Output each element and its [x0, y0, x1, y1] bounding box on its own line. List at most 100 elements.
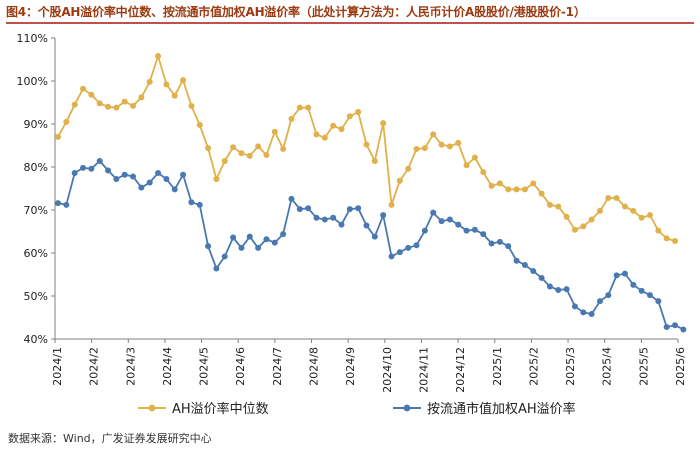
data-point-s1: [130, 102, 137, 109]
data-point-s1: [430, 131, 437, 138]
data-point-s1: [546, 201, 553, 208]
data-point-s1: [655, 227, 662, 234]
data-point-s2: [196, 201, 203, 208]
data-point-s2: [130, 173, 137, 180]
data-point-s2: [255, 244, 262, 251]
series-lines: [57, 55, 684, 331]
legend-label: 按流通市值加权AH溢价率: [427, 401, 576, 417]
y-tick-label: 110%: [17, 32, 48, 45]
data-point-s2: [488, 240, 495, 247]
data-point-s1: [455, 139, 462, 146]
data-point-s2: [80, 164, 87, 171]
data-point-s2: [380, 212, 387, 219]
data-point-s1: [146, 78, 153, 85]
data-point-s1: [121, 98, 128, 105]
data-point-s1: [580, 223, 587, 230]
data-point-s2: [221, 253, 228, 260]
data-point-s2: [480, 231, 487, 238]
y-tick-label: 100%: [17, 75, 48, 88]
data-point-s1: [230, 144, 237, 151]
data-point-s1: [355, 108, 362, 115]
data-point-s2: [330, 214, 337, 221]
data-point-s2: [588, 311, 595, 318]
data-point-s1: [346, 113, 353, 120]
data-point-s1: [321, 134, 328, 141]
data-point-s2: [596, 298, 603, 305]
x-tick-label: 2024/10: [381, 347, 394, 393]
x-tick-label: 2024/7: [271, 347, 284, 386]
data-point-s1: [171, 92, 178, 99]
data-point-s1: [221, 157, 228, 164]
data-point-s2: [121, 171, 128, 178]
data-point-s2: [555, 286, 562, 293]
data-point-s2: [471, 226, 478, 233]
data-point-s2: [563, 286, 570, 293]
data-point-s1: [571, 226, 578, 233]
y-tick-label: 60%: [24, 247, 48, 260]
y-axis-ticks: 40% 50% 60% 70% 80% 90% 100% 110%: [17, 32, 55, 346]
x-tick-label: 2024/9: [344, 347, 357, 386]
x-tick-label: 2024/4: [161, 347, 174, 386]
data-point-s2: [513, 257, 520, 264]
data-point-s2: [205, 243, 212, 250]
data-point-s2: [63, 201, 70, 208]
data-point-s2: [313, 214, 320, 221]
data-point-s2: [580, 309, 587, 316]
data-point-s2: [638, 287, 645, 294]
data-point-s2: [138, 184, 145, 191]
data-point-s2: [605, 292, 612, 299]
data-point-s2: [538, 274, 545, 281]
data-point-s2: [630, 281, 637, 288]
data-point-s1: [588, 216, 595, 223]
data-point-s2: [105, 167, 112, 174]
x-tick-label: 2024/5: [198, 347, 211, 386]
data-point-s2: [55, 200, 61, 207]
data-point-s1: [238, 150, 245, 157]
data-point-s2: [96, 157, 103, 164]
data-point-s1: [463, 162, 470, 169]
data-point-s2: [188, 199, 195, 206]
legend-label: AH溢价率中位数: [172, 401, 269, 417]
data-point-s1: [80, 85, 87, 92]
data-point-s2: [71, 170, 78, 177]
data-point-s2: [505, 243, 512, 250]
data-point-s2: [346, 206, 353, 213]
data-point-s2: [413, 242, 420, 249]
data-point-s1: [646, 212, 653, 219]
data-point-s2: [680, 326, 687, 333]
data-point-s1: [313, 131, 320, 138]
data-point-s2: [355, 205, 362, 212]
source-note: 数据来源：Wind，广发证券发展研究中心: [8, 432, 212, 445]
figure-title: 图4：个股AH溢价率中位数、按流通市值加权AH溢价率（此处计算方法为：人民币计价…: [6, 5, 586, 19]
data-point-s1: [88, 91, 95, 98]
data-point-s1: [296, 104, 303, 111]
data-point-s2: [421, 227, 428, 234]
data-point-s2: [321, 216, 328, 223]
data-point-s1: [138, 94, 145, 101]
data-point-s2: [363, 222, 370, 229]
data-point-s2: [455, 221, 462, 228]
data-point-s1: [438, 141, 445, 148]
data-point-s1: [513, 186, 520, 193]
data-point-s2: [113, 176, 120, 183]
x-tick-label: 2024/3: [124, 347, 137, 386]
data-point-s1: [505, 186, 512, 193]
data-point-s2: [521, 262, 528, 269]
data-point-s2: [155, 170, 162, 177]
data-point-s2: [238, 244, 245, 251]
data-point-s2: [388, 253, 395, 260]
series-line-2: [57, 160, 684, 331]
chart-axes: [54, 38, 678, 340]
x-tick-label: 2024/6: [234, 347, 247, 386]
data-point-s1: [96, 100, 103, 107]
title-rule: [6, 22, 694, 24]
data-point-s2: [621, 270, 628, 277]
data-point-s1: [196, 121, 203, 128]
x-tick-label: 2025/6: [674, 347, 687, 386]
data-point-s1: [663, 235, 670, 242]
data-point-s2: [546, 283, 553, 290]
data-point-s1: [630, 207, 637, 214]
x-tick-label: 2025/3: [564, 347, 577, 386]
data-point-s1: [71, 101, 78, 108]
